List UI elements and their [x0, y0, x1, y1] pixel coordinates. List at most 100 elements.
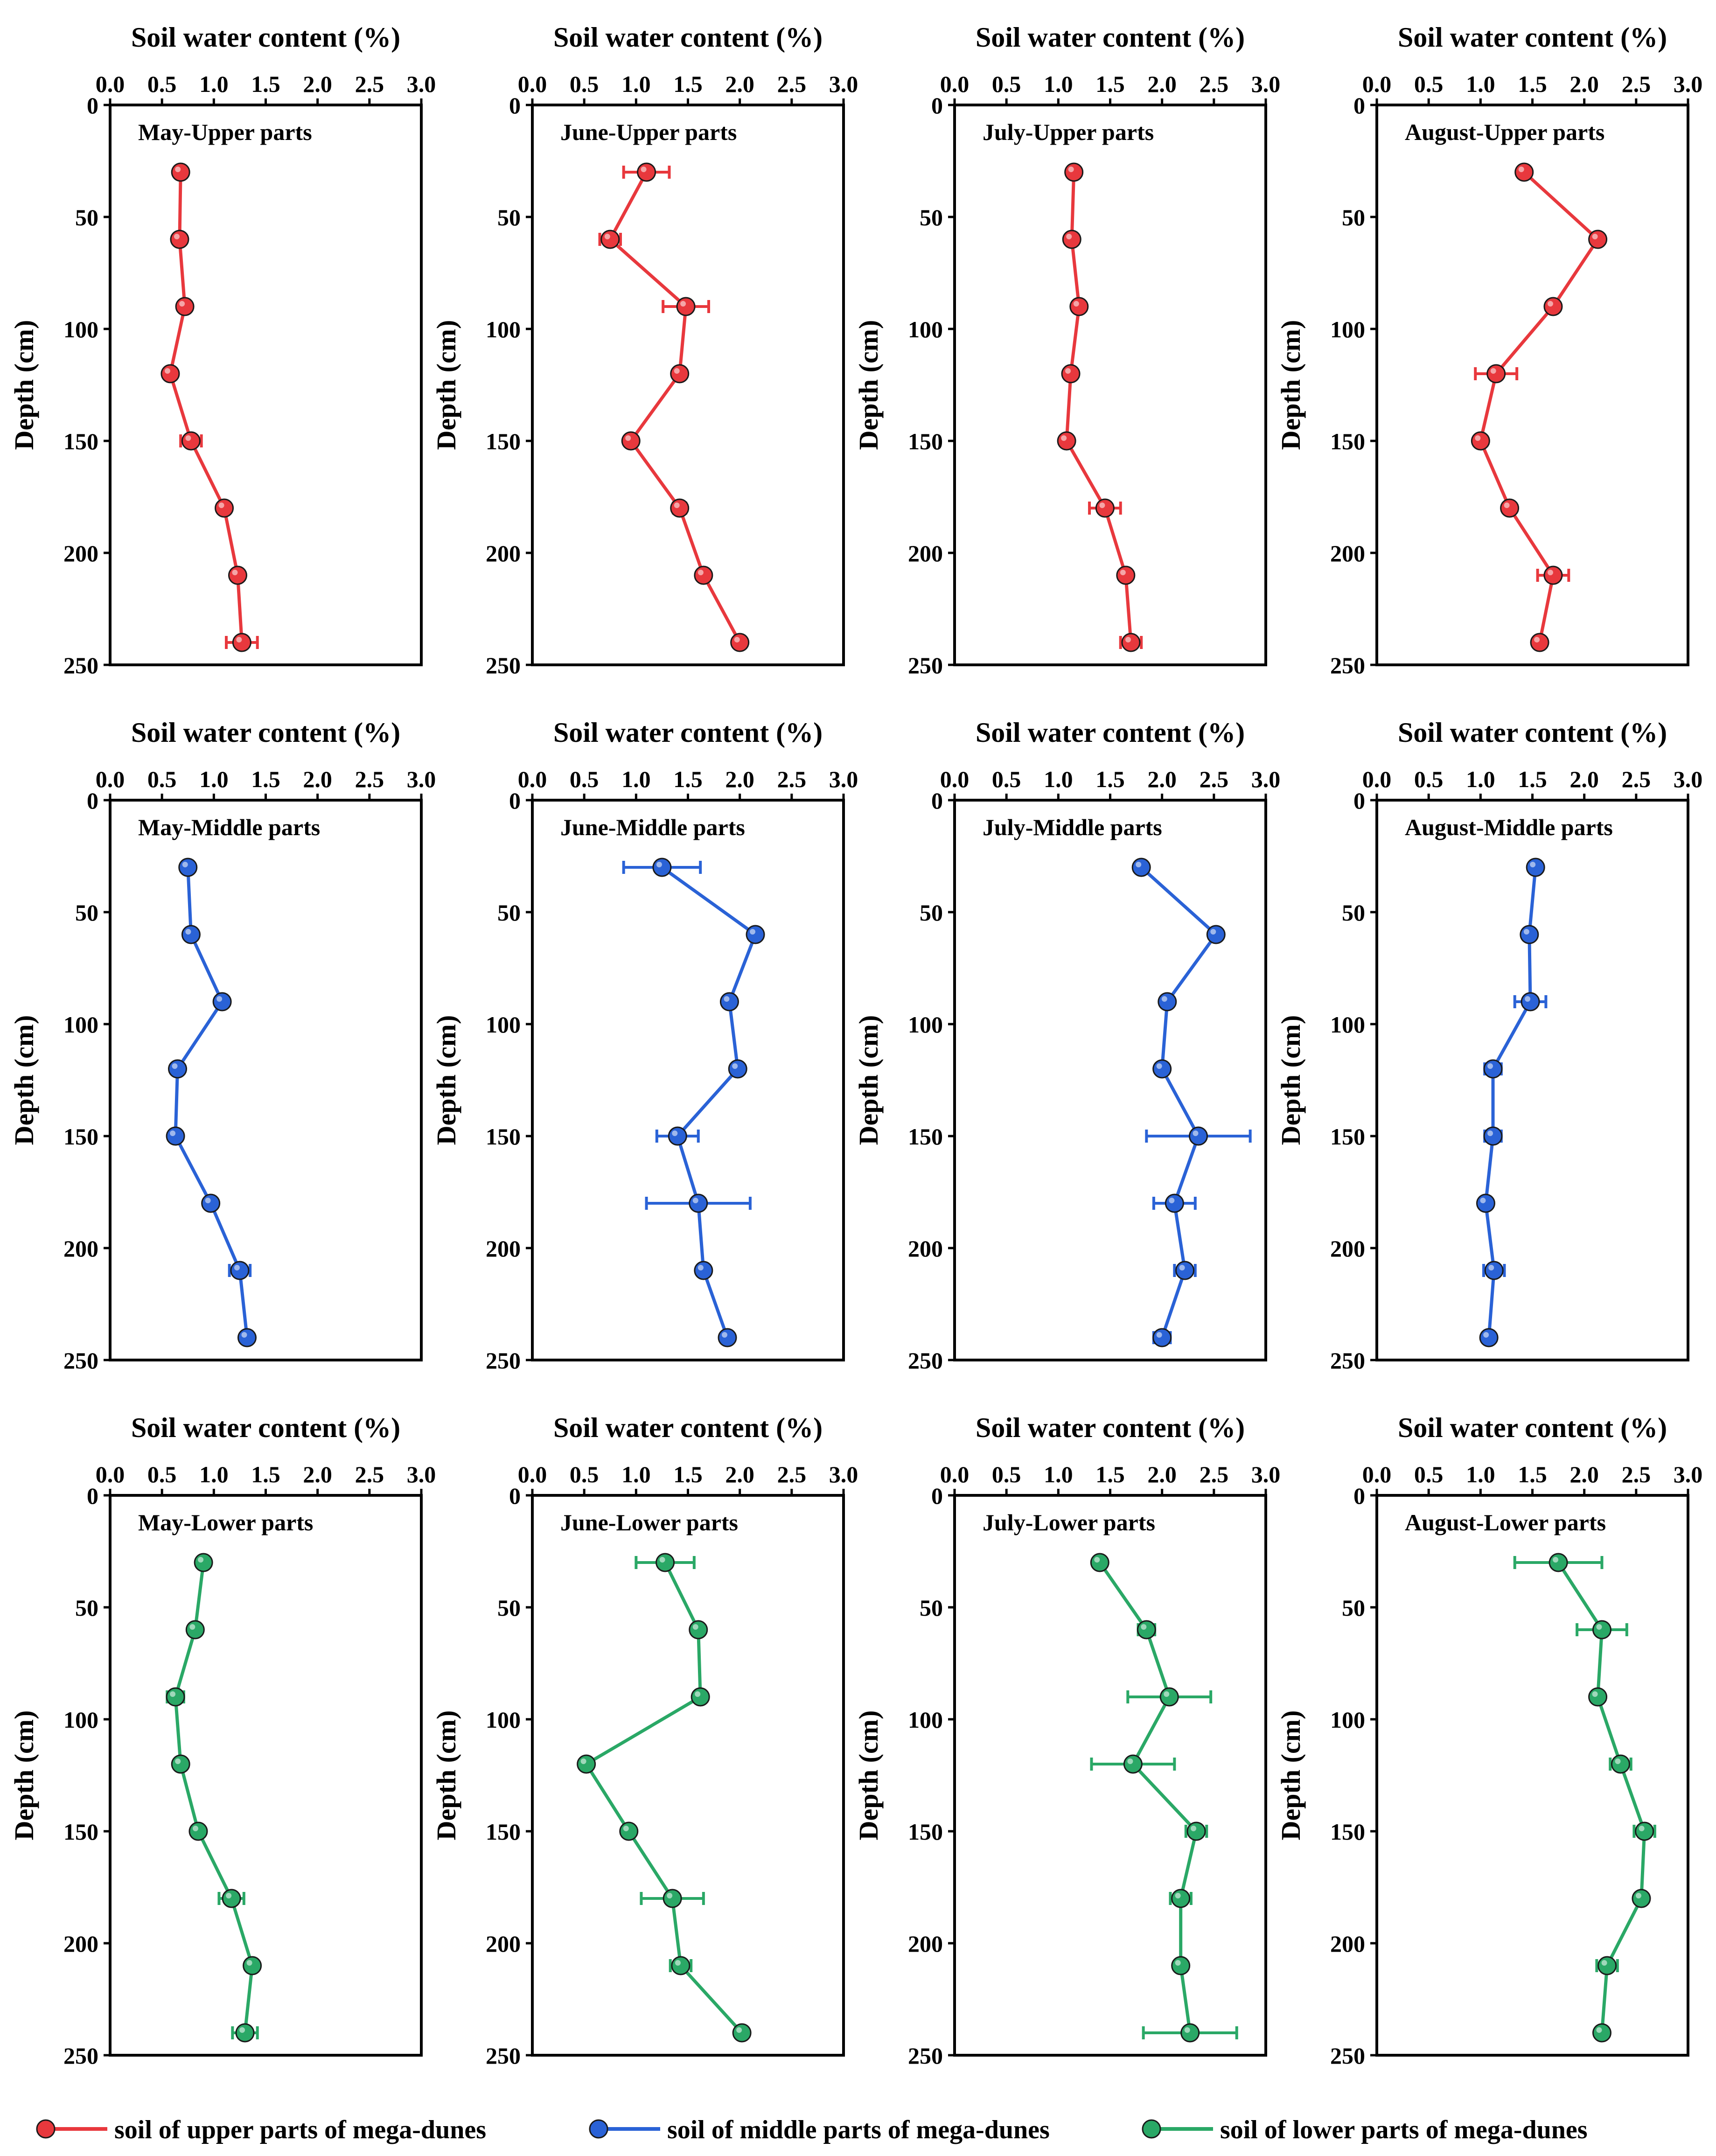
- data-point: [1597, 1956, 1617, 1975]
- data-point-highlight: [1068, 167, 1074, 172]
- y-tick-label: 50: [920, 1595, 943, 1621]
- y-tick-label: 150: [908, 1123, 943, 1150]
- y-tick-label: 150: [486, 1819, 521, 1845]
- plot-frame: [953, 1494, 1267, 2057]
- legend-label: soil of lower parts of mega-dunes: [1220, 2115, 1588, 2144]
- series-line: [661, 866, 757, 1339]
- y-tick-label: 50: [497, 1595, 521, 1621]
- data-point-highlight: [672, 1130, 678, 1136]
- y-tick-label: 150: [63, 428, 98, 454]
- legend-label: soil of upper parts of mega-dunes: [114, 2115, 486, 2144]
- data-point-highlight: [1127, 1758, 1133, 1764]
- data-point-highlight: [1480, 1198, 1486, 1203]
- y-axis-title: Depth (cm): [1276, 320, 1306, 450]
- y-tick-label: 100: [908, 316, 943, 342]
- x-tick-label: 2.0: [1147, 766, 1177, 792]
- x-tick-label: 1.0: [1466, 766, 1495, 792]
- data-point-highlight: [734, 637, 740, 642]
- data-point-highlight: [1061, 435, 1067, 441]
- x-axis-title: Soil water content (%): [553, 22, 823, 53]
- y-tick-label: 250: [908, 2043, 943, 2069]
- data-point-highlight: [1141, 1624, 1147, 1630]
- y-tick-label: 100: [908, 1012, 943, 1038]
- y-tick-label: 100: [63, 1012, 98, 1038]
- data-point: [1588, 1687, 1608, 1707]
- data-point: [178, 858, 198, 877]
- y-axis-title: Depth (cm): [9, 1015, 39, 1145]
- panel-title: August-Lower parts: [1405, 1509, 1606, 1535]
- x-tick-label: 0.0: [1362, 71, 1392, 97]
- panel-title: May-Middle parts: [138, 814, 320, 840]
- plot-frame: [109, 104, 423, 666]
- plot-frame: [109, 1494, 423, 2057]
- panel-july-middle-parts: Soil water content (%)0.0 0.5 1.0 1.5 2.0 2.5…: [853, 717, 1280, 1374]
- y-tick-label: 150: [1330, 428, 1365, 454]
- data-point: [1206, 925, 1226, 944]
- data-point: [621, 431, 641, 451]
- data-point-highlight: [1099, 502, 1105, 508]
- panel-title: August-Middle parts: [1405, 814, 1613, 840]
- x-tick-label: 1.5: [1095, 71, 1125, 97]
- y-tick-label: 200: [1330, 1931, 1365, 1957]
- data-point-highlight: [1193, 1130, 1199, 1136]
- y-tick-label: 250: [1330, 2043, 1365, 2069]
- data-point: [1543, 297, 1563, 316]
- data-point: [670, 498, 690, 518]
- panel-may-middle-parts: Soil water content (%)0.0 0.5 1.0 1.5 2.0 2.5…: [9, 717, 436, 1374]
- y-tick-label: 0: [931, 788, 943, 814]
- y-tick-label: 0: [1353, 788, 1365, 814]
- x-axis-title: Soil water content (%): [976, 22, 1245, 53]
- data-point: [719, 992, 739, 1012]
- x-tick-label: 0.0: [940, 71, 970, 97]
- x-tick-label: 1.0: [199, 1461, 229, 1487]
- y-tick-label: 150: [1330, 1123, 1365, 1150]
- y-tick-label: 100: [63, 316, 98, 342]
- y-tick-label: 150: [908, 1819, 943, 1845]
- data-point: [1064, 162, 1084, 182]
- plot-frame: [1375, 104, 1689, 666]
- y-tick-label: 250: [908, 1347, 943, 1374]
- data-point-highlight: [623, 1826, 629, 1831]
- panel-may-upper-parts: Soil water content (%)0.0 0.5 1.0 1.5 2.0 2.5…: [9, 22, 436, 678]
- data-point: [619, 1821, 639, 1841]
- data-point: [1486, 364, 1506, 384]
- data-point-highlight: [1475, 435, 1481, 441]
- y-tick-label: 100: [1330, 1707, 1365, 1733]
- data-point: [1057, 431, 1076, 451]
- data-point-highlight: [1487, 1063, 1493, 1069]
- data-point: [1471, 431, 1490, 451]
- x-axis-title: Soil water content (%): [1398, 1412, 1667, 1443]
- data-point-highlight: [246, 1960, 252, 1966]
- series-line: [1065, 172, 1133, 643]
- data-point-highlight: [241, 1332, 247, 1338]
- x-tick-label: 2.5: [777, 71, 807, 97]
- y-tick-label: 250: [63, 652, 98, 678]
- x-tick-label: 2.0: [1570, 766, 1599, 792]
- data-point: [1479, 1328, 1499, 1347]
- data-point-highlight: [189, 1624, 195, 1630]
- x-tick-label: 0.0: [518, 1461, 547, 1487]
- panel-june-middle-parts: Soil water content (%)0.0 0.5 1.0 1.5 2.0 2.5…: [431, 717, 858, 1374]
- data-point: [222, 1889, 241, 1908]
- data-point: [160, 364, 180, 384]
- data-point-highlight: [659, 1557, 665, 1563]
- x-tick-label: 3.0: [1251, 766, 1281, 792]
- panel-title: June-Lower parts: [560, 1509, 738, 1535]
- data-point-highlight: [236, 637, 242, 642]
- data-point-highlight: [1210, 929, 1216, 935]
- data-point-highlight: [692, 1198, 698, 1203]
- y-tick-label: 0: [1353, 1483, 1365, 1509]
- data-point-highlight: [692, 1624, 698, 1630]
- x-tick-label: 1.5: [1095, 766, 1125, 792]
- y-tick-label: 150: [63, 1123, 98, 1150]
- data-point: [1165, 1193, 1184, 1213]
- data-point-highlight: [1592, 234, 1598, 239]
- y-tick-label: 50: [75, 204, 98, 230]
- data-point: [1069, 297, 1089, 316]
- y-tick-label: 0: [931, 1483, 943, 1509]
- data-point-highlight: [175, 1758, 181, 1764]
- legend-swatch-marker: [36, 2119, 56, 2139]
- data-point: [215, 498, 234, 518]
- plot-frame: [953, 799, 1267, 1361]
- x-tick-label: 3.0: [407, 766, 436, 792]
